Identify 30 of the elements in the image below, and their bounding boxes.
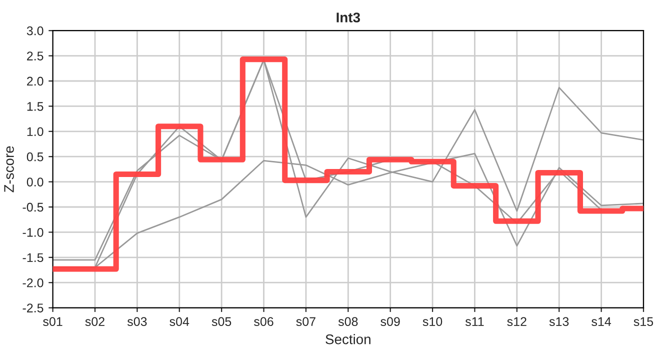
x-tick-label: s02 [85,317,104,326]
x-axis-title: Section [326,334,370,344]
x-tick-label: s06 [254,317,274,326]
y-tick-label: 0.5 [26,152,44,162]
chart-title: Int3 [336,12,360,22]
x-tick-label: s13 [549,317,569,326]
y-tick-label: -2.0 [22,278,44,288]
x-tick-label: s11 [465,317,484,326]
y-tick-label: 3.0 [26,26,44,36]
y-axis-title: Z-score [4,146,14,192]
y-tick-label: 1.0 [27,127,44,136]
y-tick-label: 2.0 [27,76,44,86]
y-tick-label: -2.5 [22,304,44,312]
x-tick-label: s05 [212,317,232,326]
y-tick-label: -1.0 [22,228,44,237]
y-tick-label: -1.5 [22,253,44,262]
y-tick-label: 1.5 [27,102,44,111]
y-tick-label: 2.5 [27,52,44,60]
y-tick-label: 0.0 [26,178,44,186]
x-tick-label: s12 [507,317,526,326]
x-tick-label: s09 [380,317,400,326]
x-tick-label: s08 [338,317,358,326]
x-tick-label: s03 [127,317,147,326]
y-tick-label: -0.5 [22,202,44,212]
x-tick-label: s04 [170,317,190,326]
x-tick-label: s07 [296,317,316,326]
x-tick-label: s15 [634,317,654,326]
x-tick-label: s01 [43,317,62,326]
x-tick-label: s10 [422,317,442,326]
x-tick-label: s14 [592,317,612,326]
